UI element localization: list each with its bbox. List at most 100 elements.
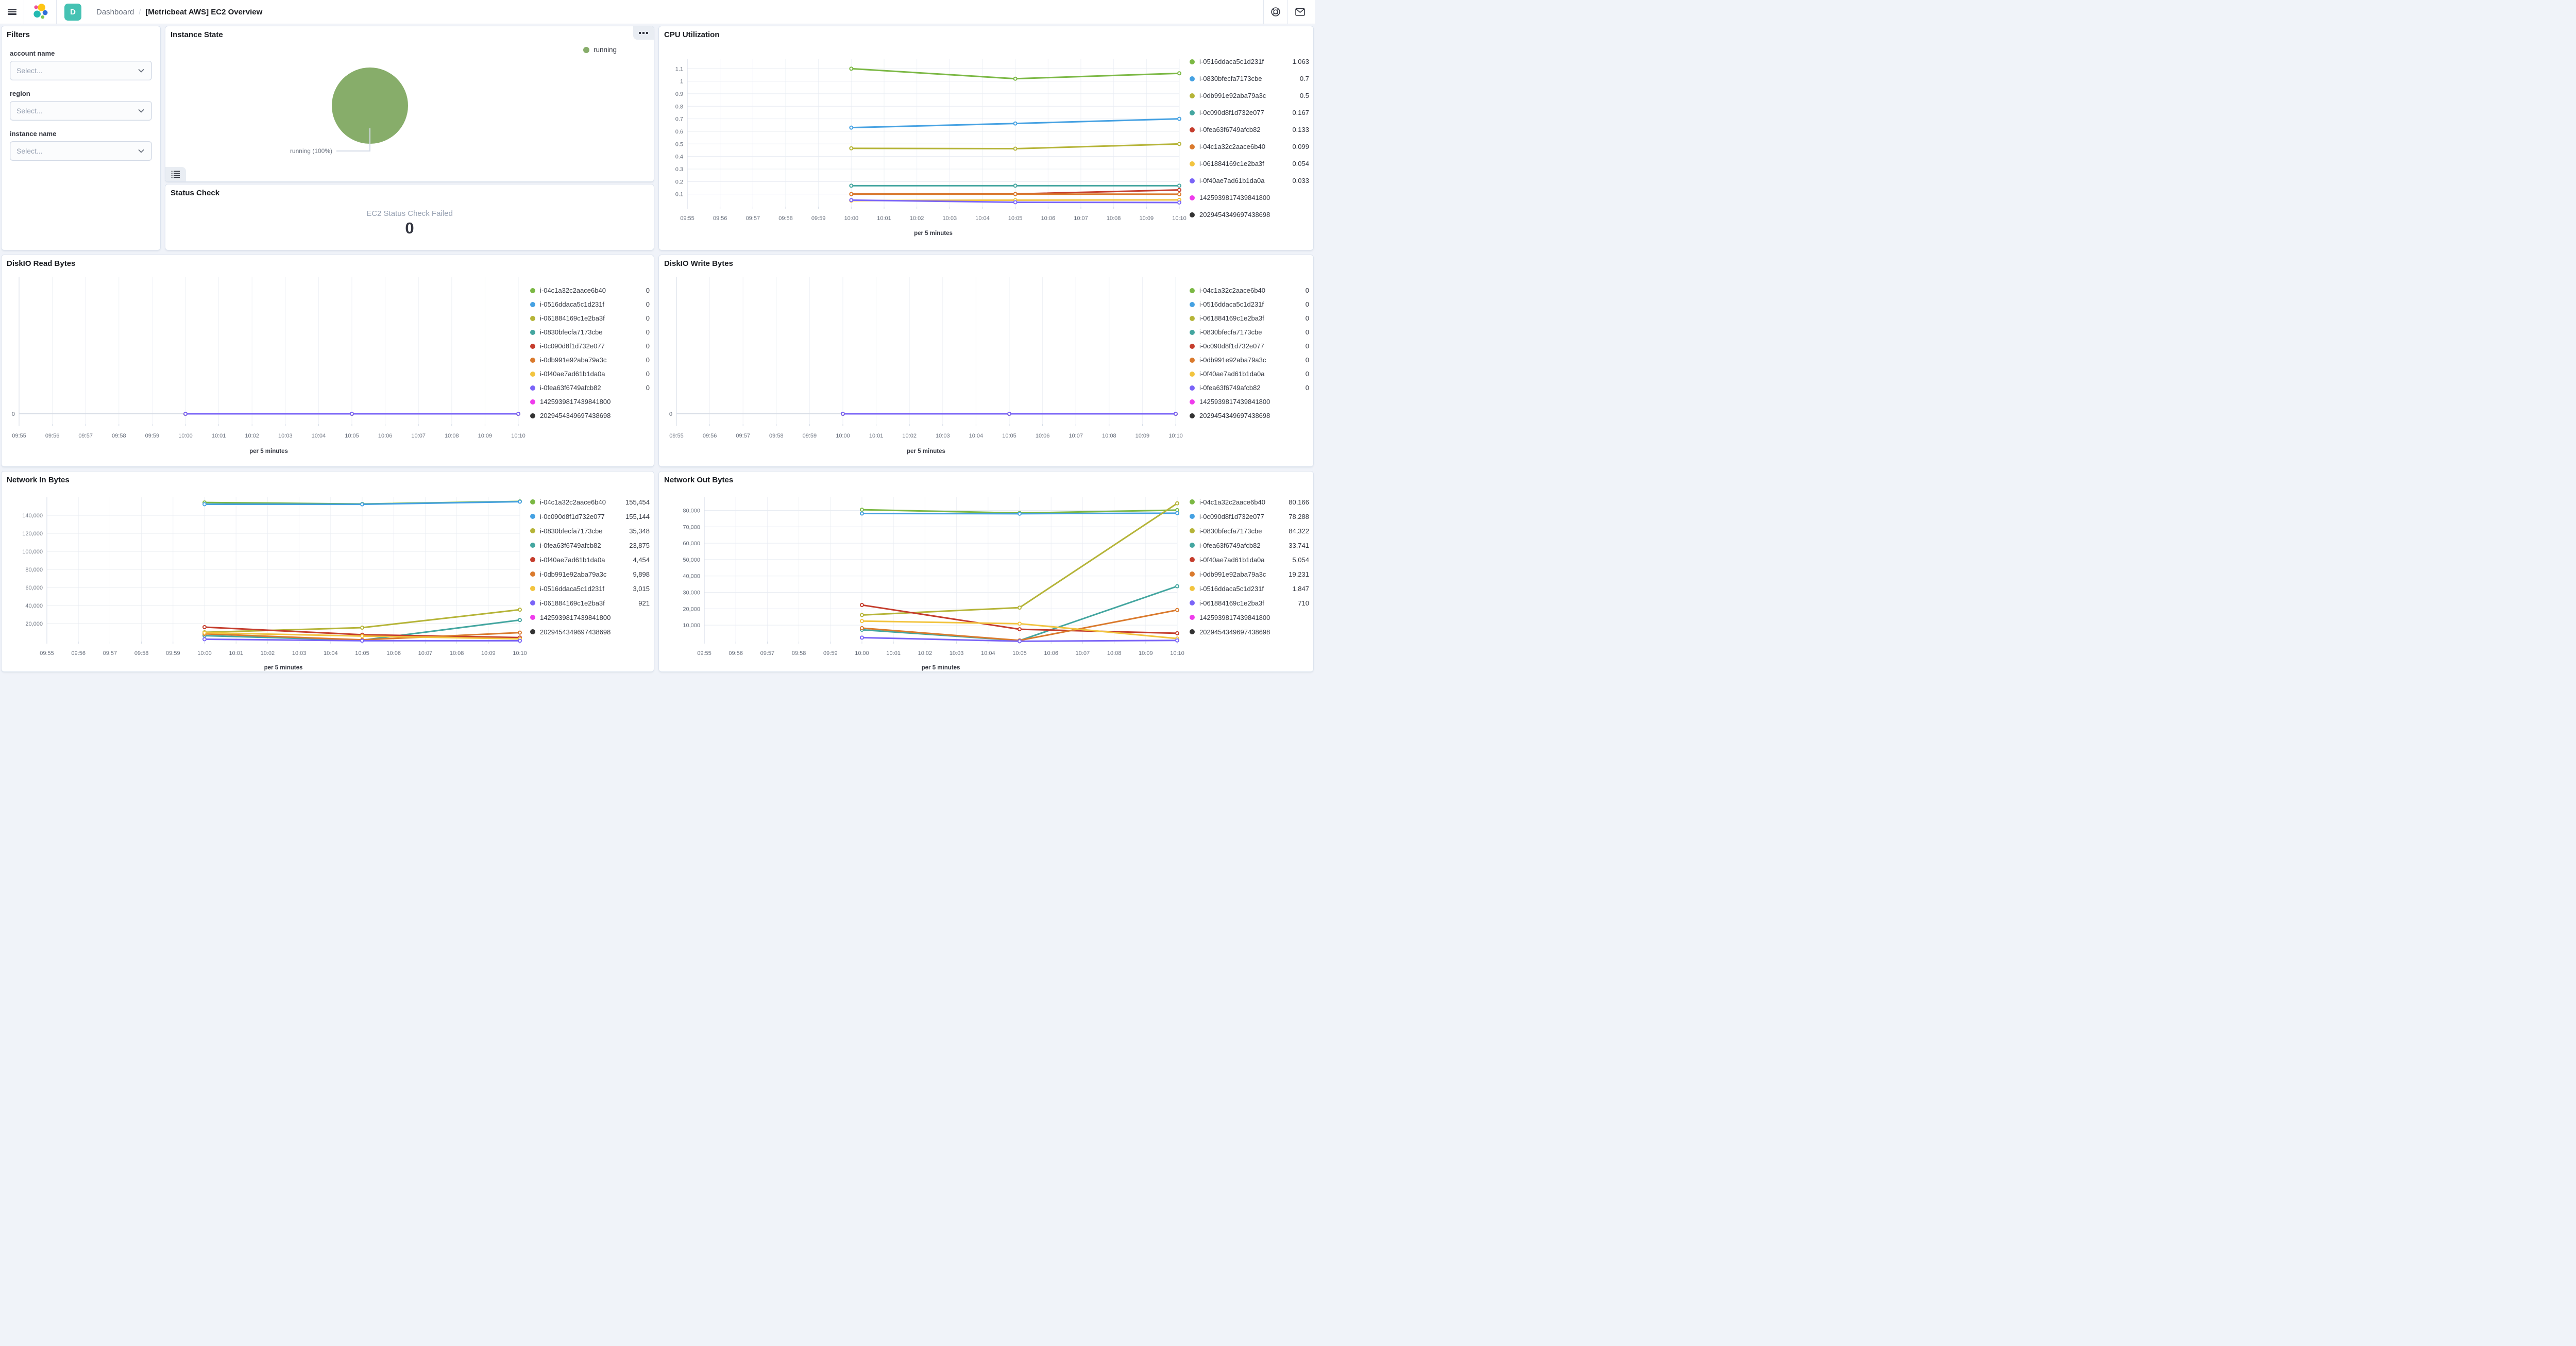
legend-item[interactable]: i-0516ddaca5c1d231f 1,847 bbox=[1190, 581, 1309, 596]
panel-options-icon[interactable] bbox=[633, 26, 654, 40]
legend-item[interactable]: i-0c090d8f1d732e077 0 bbox=[530, 339, 650, 353]
svg-text:60,000: 60,000 bbox=[25, 585, 43, 591]
legend-item[interactable]: i-0516ddaca5c1d231f 3,015 bbox=[530, 581, 650, 596]
legend-item[interactable]: i-04c1a32c2aace6b40 80,166 bbox=[1190, 495, 1309, 509]
legend-item[interactable]: i-0830bfecfa7173cbe 0 bbox=[1190, 325, 1309, 339]
legend-series-label: i-0db991e92aba79a3c bbox=[1199, 92, 1266, 99]
legend-series-value: 0.5 bbox=[1299, 92, 1309, 99]
legend-series-value: 0 bbox=[1305, 300, 1309, 308]
legend-item[interactable]: 2029454349697438698 bbox=[1190, 625, 1309, 639]
svg-text:10:06: 10:06 bbox=[378, 433, 393, 439]
cpu-utilization-title[interactable]: CPU Utilization bbox=[664, 30, 720, 39]
legend-toggle-icon[interactable] bbox=[165, 167, 186, 181]
instance-state-pie-chart[interactable]: running (100%) bbox=[165, 41, 654, 181]
instance-state-title[interactable]: Instance State bbox=[171, 30, 223, 39]
legend-series-value: 4,454 bbox=[633, 556, 650, 564]
legend-series-dot bbox=[530, 586, 535, 591]
legend-item[interactable]: i-0fea63f6749afcb82 23,875 bbox=[530, 538, 650, 552]
status-check-title[interactable]: Status Check bbox=[171, 189, 220, 197]
svg-text:10:01: 10:01 bbox=[869, 433, 884, 439]
svg-text:10:09: 10:09 bbox=[481, 650, 496, 657]
legend-item[interactable]: i-0830bfecfa7173cbe 0.7 bbox=[1190, 70, 1309, 87]
filter-select-account-name[interactable]: Select... bbox=[10, 61, 152, 80]
legend-item[interactable]: 2029454349697438698 bbox=[530, 409, 650, 423]
diskio-write-title[interactable]: DiskIO Write Bytes bbox=[664, 259, 733, 268]
pie-legend-item[interactable]: running bbox=[583, 46, 617, 54]
legend-item[interactable]: i-0c090d8f1d732e077 0 bbox=[1190, 339, 1309, 353]
filter-select-instance-name[interactable]: Select... bbox=[10, 141, 152, 161]
legend-item[interactable]: i-0830bfecfa7173cbe 0 bbox=[530, 325, 650, 339]
legend-series-label: i-0f40ae7ad61b1da0a bbox=[540, 556, 605, 564]
legend-item[interactable]: i-0f40ae7ad61b1da0a 0 bbox=[1190, 367, 1309, 381]
network-in-title[interactable]: Network In Bytes bbox=[7, 476, 70, 484]
svg-text:10:00: 10:00 bbox=[178, 433, 193, 439]
legend-item[interactable]: i-04c1a32c2aace6b40 0 bbox=[530, 283, 650, 297]
legend-item[interactable]: i-0830bfecfa7173cbe 84,322 bbox=[1190, 524, 1309, 538]
svg-text:0.7: 0.7 bbox=[675, 116, 683, 123]
diskio-read-title[interactable]: DiskIO Read Bytes bbox=[7, 259, 76, 268]
legend-item[interactable]: i-0c090d8f1d732e077 0.167 bbox=[1190, 104, 1309, 121]
legend-item[interactable]: 1425939817439841800 bbox=[530, 395, 650, 409]
filter-field-label: region bbox=[10, 90, 30, 97]
legend-item[interactable]: i-0fea63f6749afcb82 33,741 bbox=[1190, 538, 1309, 552]
legend-item[interactable]: i-0db991e92aba79a3c 19,231 bbox=[1190, 567, 1309, 581]
nav-divider bbox=[1263, 0, 1264, 24]
legend-item[interactable]: 1425939817439841800 bbox=[1190, 395, 1309, 409]
legend-item[interactable]: 2029454349697438698 bbox=[1190, 409, 1309, 423]
legend-item[interactable]: i-0830bfecfa7173cbe 35,348 bbox=[530, 524, 650, 538]
svg-text:140,000: 140,000 bbox=[22, 513, 43, 519]
legend-item[interactable]: i-0c090d8f1d732e077 155,144 bbox=[530, 509, 650, 524]
legend-item[interactable]: i-0db991e92aba79a3c 0 bbox=[1190, 353, 1309, 367]
svg-text:10:02: 10:02 bbox=[902, 433, 917, 439]
legend-item[interactable]: i-04c1a32c2aace6b40 155,454 bbox=[530, 495, 650, 509]
legend-item[interactable]: 2029454349697438698 bbox=[1190, 206, 1309, 223]
legend-item[interactable]: i-04c1a32c2aace6b40 0 bbox=[1190, 283, 1309, 297]
legend-item[interactable]: 1425939817439841800 bbox=[1190, 189, 1309, 206]
legend-item[interactable]: i-0db991e92aba79a3c 9,898 bbox=[530, 567, 650, 581]
help-icon[interactable] bbox=[1264, 0, 1287, 24]
legend-item[interactable]: 2029454349697438698 bbox=[530, 625, 650, 639]
legend-series-dot bbox=[530, 528, 535, 533]
legend-item[interactable]: i-04c1a32c2aace6b40 0.099 bbox=[1190, 138, 1309, 155]
legend-item[interactable]: i-061884169c1e2ba3f 0 bbox=[1190, 311, 1309, 325]
legend-item[interactable]: i-0db991e92aba79a3c 0 bbox=[530, 353, 650, 367]
legend-item[interactable]: i-0516ddaca5c1d231f 0 bbox=[530, 297, 650, 311]
svg-text:per 5 minutes: per 5 minutes bbox=[914, 230, 953, 237]
legend-series-label: i-0c090d8f1d732e077 bbox=[1199, 342, 1264, 350]
legend-series-label: 2029454349697438698 bbox=[1199, 412, 1270, 419]
legend-series-label: i-061884169c1e2ba3f bbox=[540, 314, 605, 322]
legend-item[interactable]: i-061884169c1e2ba3f 921 bbox=[530, 596, 650, 610]
legend-item[interactable]: i-0f40ae7ad61b1da0a 4,454 bbox=[530, 552, 650, 567]
legend-item[interactable]: i-0516ddaca5c1d231f 0 bbox=[1190, 297, 1309, 311]
elastic-logo[interactable] bbox=[24, 3, 56, 21]
breadcrumb-dashboard-link[interactable]: Dashboard bbox=[96, 7, 134, 16]
legend-item[interactable]: i-061884169c1e2ba3f 0 bbox=[530, 311, 650, 325]
svg-text:10:03: 10:03 bbox=[936, 433, 950, 439]
newsfeed-icon[interactable] bbox=[1288, 0, 1312, 24]
svg-text:10:05: 10:05 bbox=[345, 433, 359, 439]
svg-text:10:03: 10:03 bbox=[278, 433, 293, 439]
menu-icon[interactable] bbox=[0, 0, 24, 24]
legend-item[interactable]: i-061884169c1e2ba3f 710 bbox=[1190, 596, 1309, 610]
legend-item[interactable]: i-0c090d8f1d732e077 78,288 bbox=[1190, 509, 1309, 524]
legend-item[interactable]: 1425939817439841800 bbox=[530, 610, 650, 625]
legend-item[interactable]: i-0fea63f6749afcb82 0.133 bbox=[1190, 121, 1309, 138]
legend-series-dot bbox=[530, 557, 535, 562]
legend-item[interactable]: i-061884169c1e2ba3f 0.054 bbox=[1190, 155, 1309, 172]
network-out-title[interactable]: Network Out Bytes bbox=[664, 476, 734, 484]
legend-item[interactable]: i-0f40ae7ad61b1da0a 0.033 bbox=[1190, 172, 1309, 189]
legend-item[interactable]: i-0fea63f6749afcb82 0 bbox=[530, 381, 650, 395]
legend-item[interactable]: i-0fea63f6749afcb82 0 bbox=[1190, 381, 1309, 395]
legend-series-value: 0 bbox=[646, 384, 650, 392]
filter-select-region[interactable]: Select... bbox=[10, 101, 152, 121]
legend-item[interactable]: i-0f40ae7ad61b1da0a 0 bbox=[530, 367, 650, 381]
pie-slice-running[interactable] bbox=[332, 68, 408, 144]
svg-text:10:03: 10:03 bbox=[943, 215, 957, 222]
dashboard-app-badge[interactable]: D bbox=[64, 3, 81, 21]
legend-item[interactable]: 1425939817439841800 bbox=[1190, 610, 1309, 625]
svg-text:10:10: 10:10 bbox=[1170, 650, 1184, 657]
legend-item[interactable]: i-0db991e92aba79a3c 0.5 bbox=[1190, 87, 1309, 104]
legend-item[interactable]: i-0f40ae7ad61b1da0a 5,054 bbox=[1190, 552, 1309, 567]
legend-item[interactable]: i-0516ddaca5c1d231f 1.063 bbox=[1190, 53, 1309, 70]
legend-series-dot bbox=[1190, 413, 1195, 418]
